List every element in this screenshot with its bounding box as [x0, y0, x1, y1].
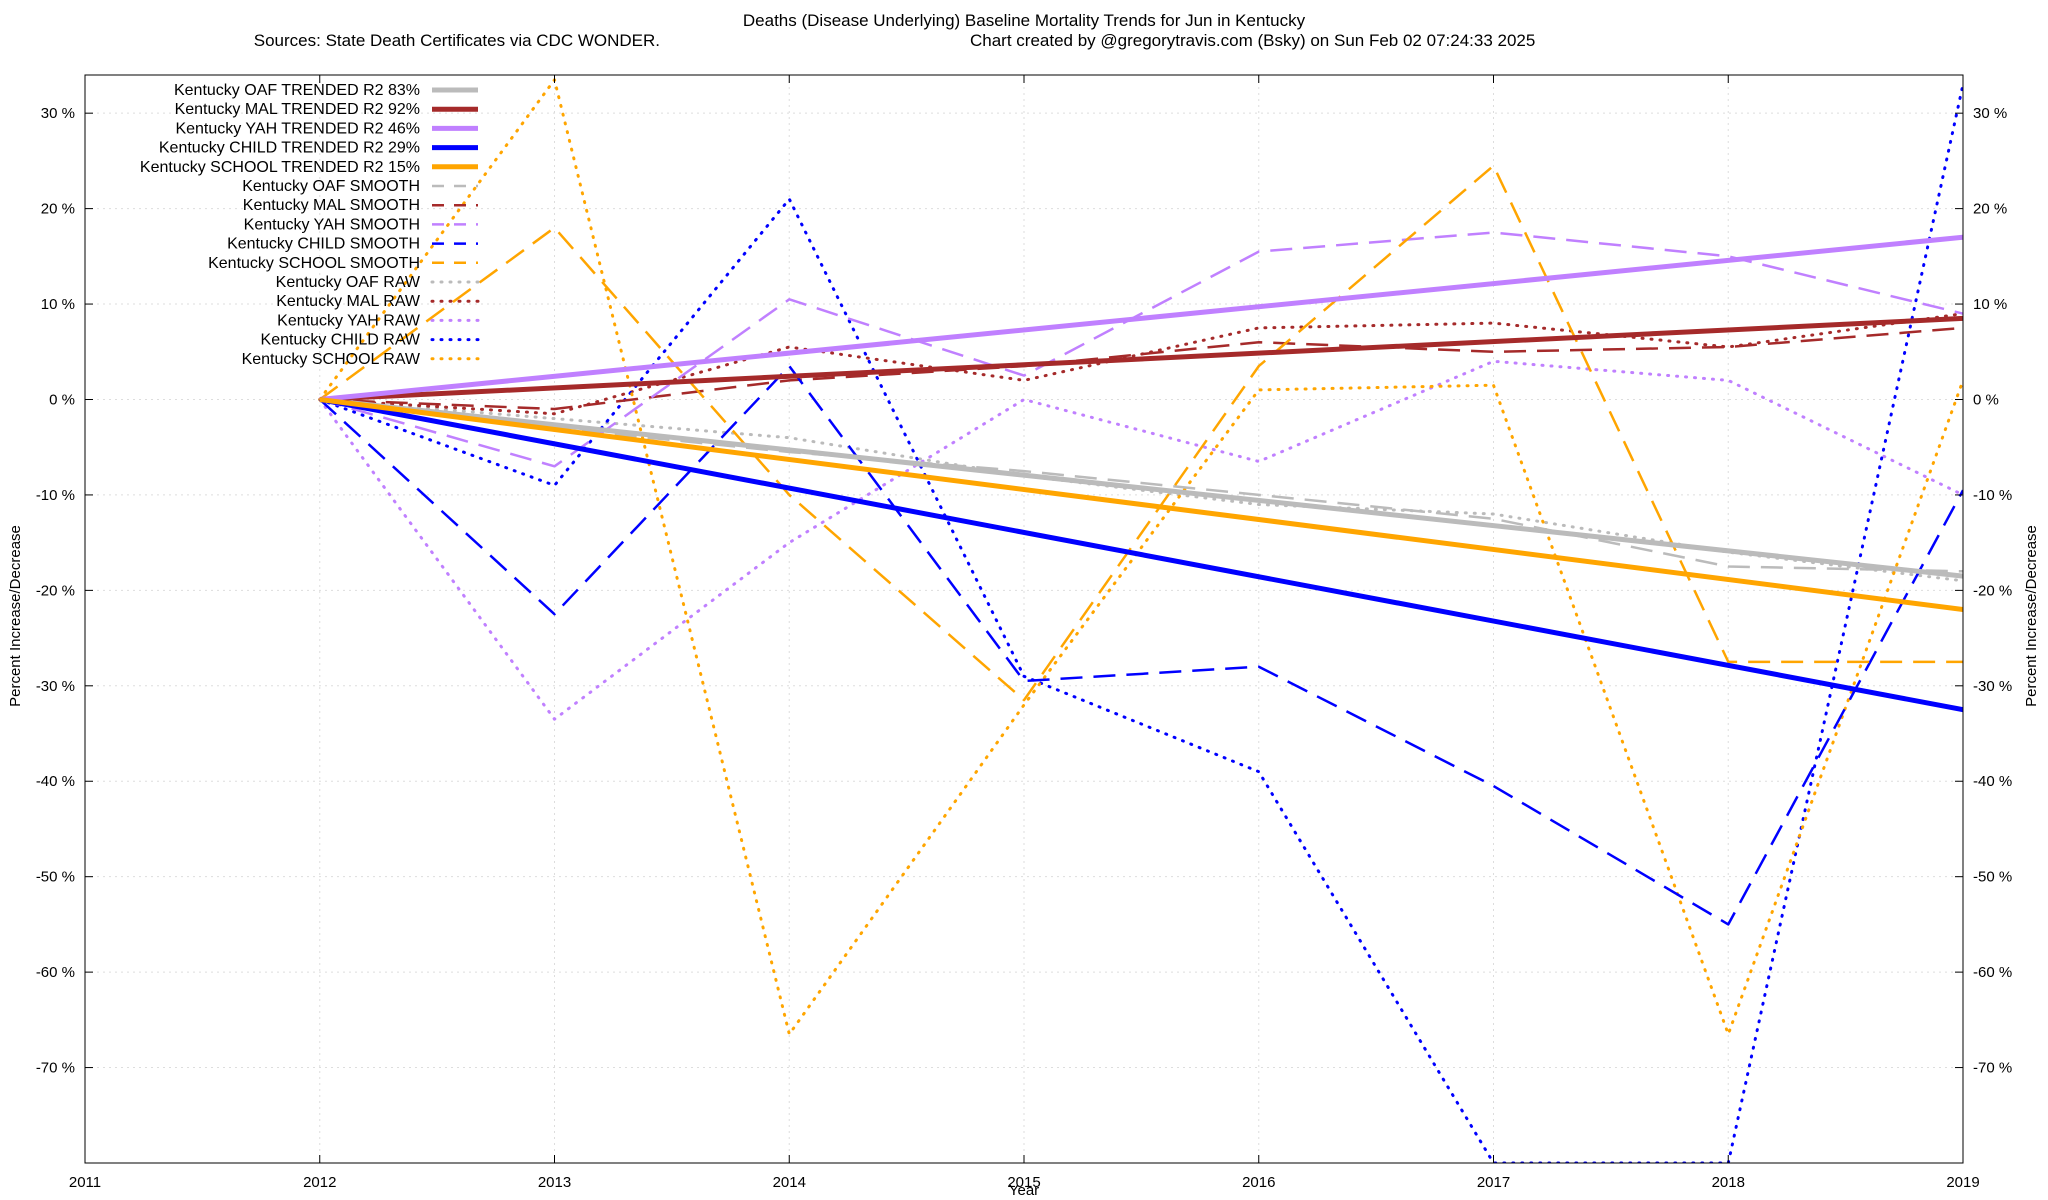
legend-label: Kentucky OAF RAW — [276, 274, 421, 291]
legend-label: Kentucky SCHOOL RAW — [242, 351, 421, 368]
series-line-7 — [319, 326, 1963, 411]
legend-label: Kentucky CHILD TRENDED R2 29% — [159, 140, 420, 157]
grid-lines — [84, 75, 1964, 1163]
series-line-14 — [318, 83, 1963, 1163]
x-tick-label: 2018 — [1712, 1174, 1745, 1191]
y-tick-label-right: 0 % — [1973, 391, 1999, 408]
legend-label: Kentucky OAF TRENDED R2 83% — [174, 82, 420, 99]
x-axis-label: Year — [1009, 1182, 1039, 1199]
y-tick-label-right: -70 % — [1973, 1060, 2012, 1077]
series-line-4 — [319, 397, 1963, 713]
y-tick-label-right: -50 % — [1973, 869, 2012, 886]
legend-label: Kentucky SCHOOL SMOOTH — [208, 255, 420, 272]
y-tick-label-right: 20 % — [1973, 201, 2007, 218]
legend-label: Kentucky CHILD SMOOTH — [227, 236, 420, 253]
y-tick-label-left: -10 % — [36, 487, 75, 504]
series-line-9 — [318, 364, 1963, 926]
series-line-10 — [319, 164, 1963, 702]
y-axis-label-right: Percent Increase/Decrease — [2023, 525, 2040, 707]
y-tick-label-left: 20 % — [41, 201, 75, 218]
chart-title: Deaths (Disease Underlying) Baseline Mor… — [743, 11, 1306, 30]
series-line-3 — [319, 234, 1963, 402]
legend-label: Kentucky MAL TRENDED R2 92% — [175, 101, 420, 118]
series-line-8 — [319, 231, 1963, 468]
legend-label: Kentucky MAL SMOOTH — [243, 197, 420, 214]
x-tick-label: 2011 — [69, 1174, 101, 1191]
y-tick-label-left: 10 % — [41, 296, 75, 313]
legend-label: Kentucky SCHOOL TRENDED R2 15% — [140, 159, 420, 176]
y-tick-label-left: -60 % — [36, 964, 75, 981]
axis-ticks: 30 % 30 % 20 % 20 % 10 % 10 % 0 % 0 % -10 % -10 %… — [36, 75, 2012, 1191]
y-tick-label-left: 30 % — [41, 105, 75, 122]
y-tick-label-right: -30 % — [1973, 678, 2012, 695]
legend-label: Kentucky YAH SMOOTH — [244, 216, 420, 233]
x-tick-label: 2013 — [538, 1174, 571, 1191]
y-tick-label-right: -10 % — [1973, 487, 2012, 504]
x-tick-label: 2014 — [773, 1174, 806, 1191]
y-tick-label-right: 10 % — [1973, 296, 2007, 313]
series-line-5 — [319, 397, 1963, 612]
legend-label: Kentucky YAH RAW — [277, 312, 421, 329]
chart-subtitle-credit: Chart created by @gregorytravis.com (Bsk… — [970, 31, 1535, 50]
chart-subtitle-source: Sources: State Death Certificates via CD… — [254, 31, 660, 50]
y-tick-label-left: -40 % — [36, 773, 75, 790]
legend-label: Kentucky OAF SMOOTH — [242, 178, 420, 195]
x-tick-label: 2012 — [303, 1174, 336, 1191]
y-tick-label-right: -40 % — [1973, 773, 2012, 790]
series-line-12 — [318, 312, 1963, 416]
y-tick-label-left: -20 % — [36, 582, 75, 599]
legend-label: Kentucky YAH TRENDED R2 46% — [175, 120, 420, 137]
x-tick-label: 2015 — [1007, 1174, 1040, 1191]
legend-label: Kentucky MAL RAW — [276, 293, 421, 310]
y-tick-label-left: -70 % — [36, 1060, 75, 1077]
y-tick-label-right: -20 % — [1973, 582, 2012, 599]
y-tick-label-right: 30 % — [1973, 105, 2007, 122]
y-tick-label-left: -30 % — [36, 678, 75, 695]
x-tick-label: 2016 — [1242, 1174, 1275, 1191]
y-tick-label-left: -50 % — [36, 869, 75, 886]
legend-label: Kentucky CHILD RAW — [261, 332, 421, 349]
series-line-2 — [319, 315, 1963, 402]
y-tick-label-right: -60 % — [1973, 964, 2012, 981]
x-tick-label: 2017 — [1477, 1174, 1510, 1191]
y-tick-label-left: 0 % — [49, 391, 75, 408]
legend: Kentucky OAF TRENDED R2 83% Kentucky MAL … — [140, 82, 480, 368]
y-axis-label-left: Percent Increase/Decrease — [7, 525, 24, 707]
x-tick-label: 2019 — [1946, 1174, 1979, 1191]
series-line-15 — [318, 78, 1963, 1036]
series-lines — [318, 78, 1963, 1163]
series-line-1 — [319, 397, 1963, 579]
